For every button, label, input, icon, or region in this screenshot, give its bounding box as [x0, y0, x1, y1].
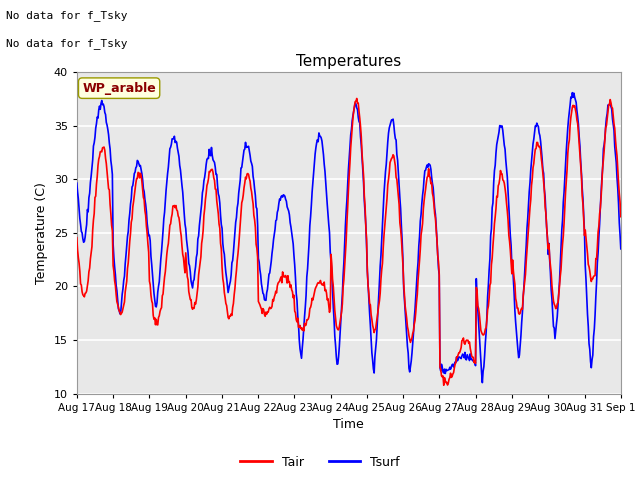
Title: Temperatures: Temperatures — [296, 54, 401, 70]
Text: No data for f_Tsky: No data for f_Tsky — [6, 38, 128, 49]
Y-axis label: Temperature (C): Temperature (C) — [35, 182, 48, 284]
X-axis label: Time: Time — [333, 418, 364, 431]
Legend: Tair, Tsurf: Tair, Tsurf — [236, 451, 404, 474]
Text: WP_arable: WP_arable — [82, 82, 156, 95]
Text: No data for f_Tsky: No data for f_Tsky — [6, 10, 128, 21]
